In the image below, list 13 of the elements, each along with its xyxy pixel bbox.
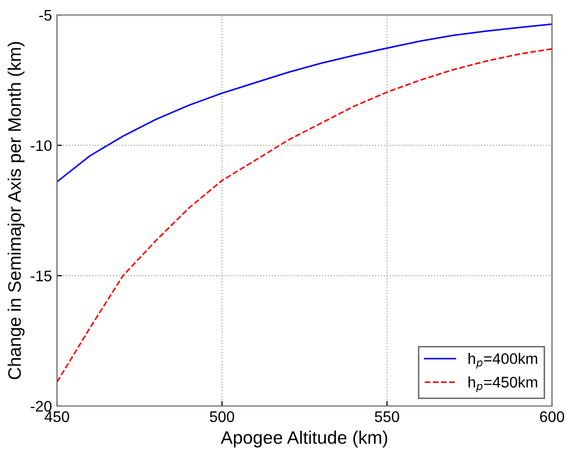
x-tick-label: 450 [44,411,70,422]
y-tick-label: -10 [30,140,52,152]
legend-label: h$_{p}$=400km [468,352,538,369]
y-tick-label: -20 [30,400,52,412]
legend-label: h$_{p}$=450km [468,376,538,392]
line-series [57,23,552,183]
x-tick-label: 500 [210,411,234,422]
x-tick-label: 600 [540,411,564,422]
y-tick-label: -5 [39,10,52,21]
x-tick-label: 550 [374,411,400,422]
y-tick-label: -15 [30,270,52,282]
x-axis-title: Apogee Altitude (km) [220,430,388,448]
y-axis-title: Change in Semimajor Axis per Month (km) [8,42,25,380]
